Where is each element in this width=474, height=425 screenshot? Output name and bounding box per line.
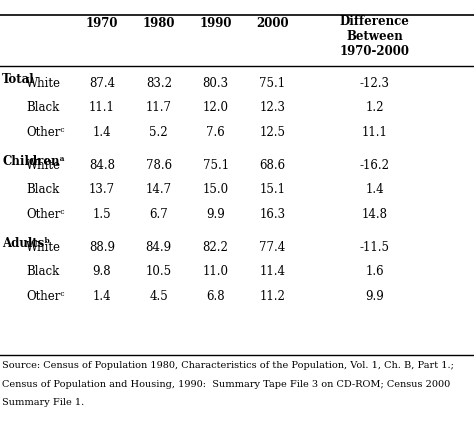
Text: 78.6: 78.6 [146,159,172,172]
Text: 1.2: 1.2 [365,102,384,114]
Text: 11.4: 11.4 [260,265,285,278]
Text: White: White [26,159,61,172]
Text: White: White [26,77,61,90]
Text: 2000: 2000 [256,17,289,30]
Text: 12.5: 12.5 [260,126,285,139]
Text: 1.4: 1.4 [365,183,384,196]
Text: 75.1: 75.1 [202,159,229,172]
Text: 11.2: 11.2 [260,290,285,303]
Text: Black: Black [26,265,59,278]
Text: 5.2: 5.2 [149,126,168,139]
Text: 7.6: 7.6 [206,126,225,139]
Text: 68.6: 68.6 [259,159,286,172]
Text: Otherᶜ: Otherᶜ [26,290,64,303]
Text: 12.3: 12.3 [260,102,285,114]
Text: 15.0: 15.0 [202,183,229,196]
Text: 1.4: 1.4 [92,126,111,139]
Text: 1990: 1990 [200,17,232,30]
Text: 4.5: 4.5 [149,290,168,303]
Text: 80.3: 80.3 [202,77,229,90]
Text: 1.5: 1.5 [92,208,111,221]
Text: Otherᶜ: Otherᶜ [26,126,64,139]
Text: 11.1: 11.1 [89,102,115,114]
Text: 11.1: 11.1 [362,126,387,139]
Text: 75.1: 75.1 [259,77,286,90]
Text: 77.4: 77.4 [259,241,286,254]
Text: 6.8: 6.8 [206,290,225,303]
Text: 1980: 1980 [143,17,175,30]
Text: 82.2: 82.2 [203,241,228,254]
Text: -16.2: -16.2 [359,159,390,172]
Text: 9.9: 9.9 [365,290,384,303]
Text: 9.9: 9.9 [206,208,225,221]
Text: 16.3: 16.3 [259,208,286,221]
Text: 11.7: 11.7 [146,102,172,114]
Text: 1.6: 1.6 [365,265,384,278]
Text: 83.2: 83.2 [146,77,172,90]
Text: 11.0: 11.0 [203,265,228,278]
Text: 12.0: 12.0 [203,102,228,114]
Text: 6.7: 6.7 [149,208,168,221]
Text: Census of Population and Housing, 1990:  Summary Tape File 3 on CD-ROM; Census 2: Census of Population and Housing, 1990: … [2,380,451,388]
Text: Summary File 1.: Summary File 1. [2,398,85,407]
Text: Source: Census of Population 1980, Characteristics of the Population, Vol. 1, Ch: Source: Census of Population 1980, Chara… [2,361,454,370]
Text: 15.1: 15.1 [260,183,285,196]
Text: -11.5: -11.5 [359,241,390,254]
Text: 1.4: 1.4 [92,290,111,303]
Text: 88.9: 88.9 [89,241,115,254]
Text: Total: Total [2,73,35,86]
Text: Adultsᵇ: Adultsᵇ [2,237,51,250]
Text: 14.7: 14.7 [146,183,172,196]
Text: 87.4: 87.4 [89,77,115,90]
Text: 13.7: 13.7 [89,183,115,196]
Text: Black: Black [26,102,59,114]
Text: 14.8: 14.8 [362,208,387,221]
Text: Black: Black [26,183,59,196]
Text: Difference
Between
1970-2000: Difference Between 1970-2000 [339,15,410,58]
Text: Childrenᵃ: Childrenᵃ [2,155,65,168]
Text: 84.9: 84.9 [146,241,172,254]
Text: White: White [26,241,61,254]
Text: 1970: 1970 [86,17,118,30]
Text: 9.8: 9.8 [92,265,111,278]
Text: 10.5: 10.5 [146,265,172,278]
Text: Otherᶜ: Otherᶜ [26,208,64,221]
Text: -12.3: -12.3 [359,77,390,90]
Text: 84.8: 84.8 [89,159,115,172]
